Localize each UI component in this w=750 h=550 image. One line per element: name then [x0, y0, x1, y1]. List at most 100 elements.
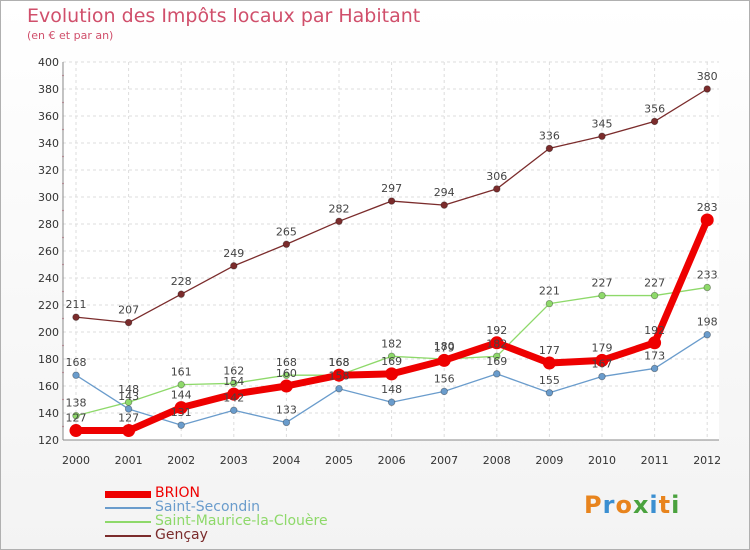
data-point-saint-secondin: [335, 385, 343, 393]
logo-letter: x: [632, 491, 650, 519]
data-label-saint-secondin: 169: [486, 355, 507, 368]
data-point-brion: [227, 387, 241, 401]
data-point-brion: [69, 424, 83, 438]
data-point-saint-maurice-la-clouere: [124, 398, 133, 406]
data-point-saint-maurice-la-clouere: [177, 380, 185, 389]
data-point-saint-maurice-la-clouere: [703, 283, 711, 292]
data-label-saint-secondin: 133: [276, 403, 297, 416]
logo-letter: r: [602, 491, 616, 519]
data-point-saint-secondin: [282, 418, 291, 427]
data-label-saint-secondin: 155: [539, 374, 560, 387]
data-label-gencay: 336: [539, 129, 560, 142]
data-point-brion: [279, 379, 293, 393]
data-point-saint-secondin: [440, 387, 448, 396]
data-point-gencay: [440, 201, 448, 209]
data-point-gencay: [545, 144, 554, 153]
data-label-saint-secondin: 142: [223, 391, 244, 404]
data-point-saint-maurice-la-clouere: [493, 352, 501, 360]
data-point-brion: [700, 213, 714, 227]
data-point-brion: [648, 336, 662, 350]
data-label-brion: 127: [118, 412, 139, 425]
chart-subtitle: (en € et par an): [27, 29, 114, 42]
data-point-saint-secondin: [703, 331, 711, 339]
data-point-brion: [385, 367, 399, 381]
data-point-saint-secondin: [72, 371, 80, 379]
data-label-gencay: 249: [223, 247, 244, 260]
data-label-brion: 160: [276, 367, 297, 380]
data-label-saint-maurice-la-clouere: 182: [486, 337, 507, 350]
data-label-saint-maurice-la-clouere: 227: [644, 277, 665, 290]
data-point-saint-secondin: [598, 372, 606, 381]
data-point-brion: [595, 353, 609, 367]
data-label-gencay: 211: [66, 298, 87, 311]
data-point-gencay: [124, 318, 133, 327]
data-label-gencay: 380: [697, 70, 718, 83]
data-label-gencay: 265: [276, 225, 297, 238]
data-point-saint-secondin: [230, 406, 238, 414]
x-tick-label: 2003: [220, 454, 248, 467]
x-tick-label: 2004: [272, 454, 300, 467]
y-tick-label: 240: [38, 272, 59, 285]
data-label-brion: 192: [486, 324, 507, 337]
y-tick-label: 340: [38, 137, 59, 150]
logo-letter: P: [584, 491, 603, 519]
legend-swatch-gencay: [105, 535, 151, 537]
legend-label-brion: BRION: [155, 485, 200, 501]
data-point-saint-secondin: [177, 421, 185, 429]
x-tick-label: 2005: [325, 454, 353, 467]
data-label-brion: 168: [329, 356, 350, 369]
data-label-saint-maurice-la-clouere: 161: [171, 366, 192, 379]
data-point-brion: [122, 424, 136, 438]
data-label-gencay: 297: [381, 182, 402, 195]
y-tick-label: 140: [38, 407, 59, 420]
data-label-gencay: 207: [118, 304, 139, 317]
data-point-saint-maurice-la-clouere: [650, 291, 659, 300]
data-point-gencay: [650, 117, 659, 126]
data-label-brion: 192: [644, 324, 665, 337]
data-label-saint-secondin: 198: [697, 316, 718, 329]
data-label-saint-secondin: 168: [66, 356, 87, 369]
legend-swatch-saint-secondin: [105, 507, 151, 509]
data-point-saint-secondin: [124, 405, 133, 413]
data-point-brion: [174, 401, 188, 415]
data-point-saint-maurice-la-clouere: [598, 291, 606, 300]
data-point-brion: [490, 336, 504, 350]
data-point-saint-maurice-la-clouere: [387, 352, 396, 360]
data-point-gencay: [230, 262, 238, 270]
y-tick-label: 360: [38, 110, 59, 123]
y-tick-label: 280: [38, 218, 59, 231]
data-point-saint-secondin: [545, 389, 554, 397]
data-label-saint-maurice-la-clouere: 221: [539, 285, 560, 298]
data-point-saint-maurice-la-clouere: [282, 371, 291, 379]
chart-title: Evolution des Impôts locaux par Habitant: [27, 5, 421, 27]
y-tick-label: 200: [38, 326, 59, 339]
data-point-gencay: [703, 85, 711, 93]
data-label-saint-secondin: 156: [434, 372, 455, 385]
data-label-saint-secondin: 167: [592, 358, 613, 371]
legend-swatch-saint-maurice: [105, 521, 151, 523]
y-tick-label: 400: [38, 56, 59, 69]
x-tick-label: 2002: [167, 454, 195, 467]
data-label-brion: 154: [223, 375, 244, 388]
x-tick-label: 2001: [115, 454, 143, 467]
y-tick-label: 380: [38, 83, 59, 96]
data-label-gencay: 294: [434, 186, 455, 199]
y-tick-label: 220: [38, 299, 59, 312]
logo-letter: t: [658, 491, 672, 519]
x-tick-label: 2011: [641, 454, 669, 467]
data-label-gencay: 228: [171, 275, 192, 288]
data-point-brion: [437, 353, 451, 367]
data-point-saint-maurice-la-clouere: [72, 412, 80, 420]
data-label-brion: 127: [66, 412, 87, 425]
legend-label-saint-maurice: Saint-Maurice-la-Clouère: [155, 513, 328, 529]
x-tick-label: 2009: [535, 454, 563, 467]
proxiti-logo: Proxiti: [584, 491, 680, 519]
data-label-brion: 169: [381, 355, 402, 368]
logo-letter: i: [671, 491, 681, 519]
data-label-saint-secondin: 148: [381, 383, 402, 396]
data-point-saint-maurice-la-clouere: [230, 379, 238, 387]
data-labels: 211 207 228 249 265 282 297 294 306 336 345 356 380 1…: [66, 70, 718, 425]
data-point-gencay: [387, 197, 396, 205]
